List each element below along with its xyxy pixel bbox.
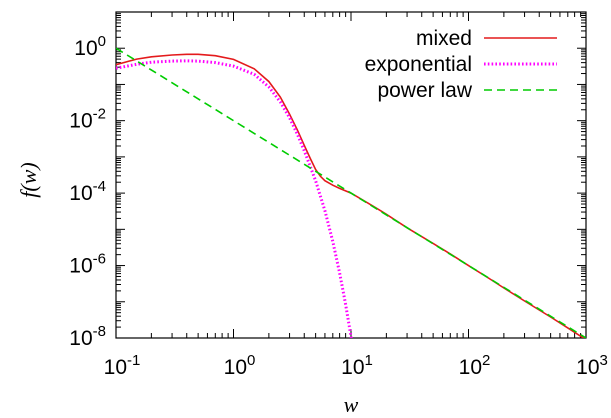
series-line-exponential (116, 59, 353, 338)
x-axis-label: w (344, 392, 359, 417)
y-tick-labels: 10-8 10-6 10-4 10-2 100 (69, 33, 106, 350)
legend-label: exponential (365, 53, 472, 76)
series-layer (116, 47, 586, 338)
series-line-power-law (116, 47, 586, 338)
legend-label: mixed (416, 27, 472, 50)
x-tick-label: 101 (341, 352, 373, 379)
y-tick-label: 10-2 (69, 106, 106, 133)
y-tick-label: 10-6 (69, 251, 106, 278)
y-tick-label: 10-4 (69, 178, 106, 205)
plot-frame (115, 11, 587, 339)
x-tick-label: 103 (576, 352, 608, 379)
series-line-mixed (116, 53, 585, 338)
axis-ticks (115, 11, 587, 339)
y-tick-label: 100 (74, 33, 106, 60)
y-tick-label: 10-8 (69, 323, 106, 350)
legend-label: power law (377, 79, 472, 102)
x-tick-label: 10-1 (104, 352, 141, 379)
y-axis-label: f(w) (16, 162, 41, 197)
x-tick-label: 102 (459, 352, 491, 379)
legend: mixed exponential power law (365, 27, 557, 102)
x-tick-labels: 10-1 100 101 102 103 (104, 352, 608, 379)
x-tick-label: 100 (224, 352, 256, 379)
